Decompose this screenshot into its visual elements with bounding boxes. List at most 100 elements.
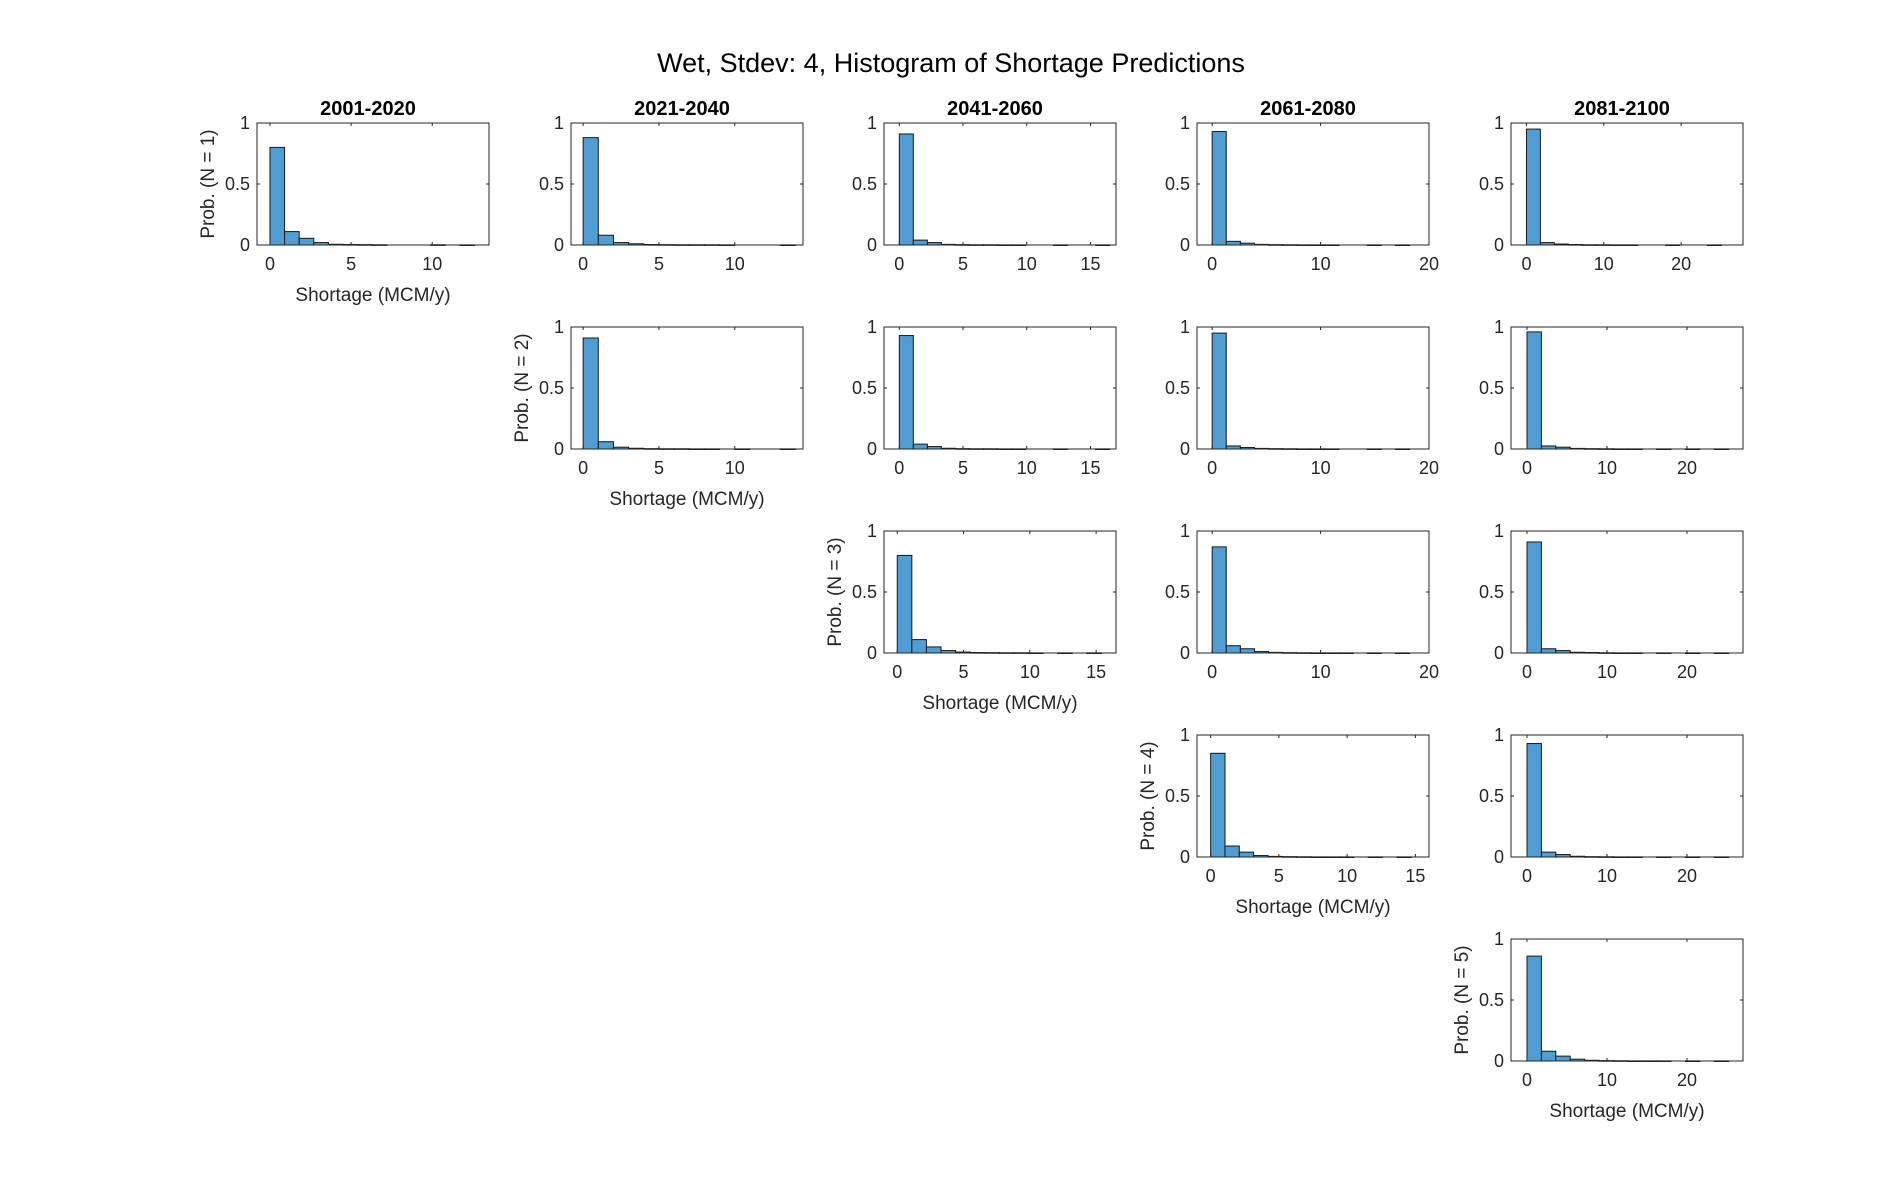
x-tick-label: 10: [1020, 662, 1040, 682]
histogram-panel-r3-c4: 0 10 20 0 0.5 1: [1165, 521, 1439, 682]
y-axis-label: Prob. (N = 1): [198, 129, 219, 238]
y-tick-label: 0.5: [1165, 378, 1190, 398]
histogram-bar: [1238, 851, 1255, 858]
y-axis-label: Prob. (N = 4): [1138, 741, 1159, 850]
histogram-bar: [1526, 955, 1542, 1062]
histogram-bar: [898, 133, 914, 246]
axes-frame: [1196, 122, 1430, 246]
y-tick-label: 0: [867, 643, 877, 663]
y-tick-label: 0: [1494, 847, 1504, 867]
figure-title: Wet, Stdev: 4, Histogram of Shortage Pre…: [657, 48, 1245, 78]
y-tick-label: 1: [1180, 725, 1190, 745]
x-tick-label: 20: [1419, 458, 1439, 478]
axes-frame: [883, 530, 1117, 654]
histogram-bar: [1225, 645, 1241, 654]
column-title-2001-2020: 2001-2020: [320, 98, 416, 120]
x-tick-label: 20: [1677, 458, 1697, 478]
y-tick-label: 1: [867, 317, 877, 337]
x-tick-label: 0: [1207, 458, 1217, 478]
x-axis-label: Shortage (MCM/y): [295, 285, 450, 306]
histogram-bar: [925, 646, 942, 654]
x-tick-label: 20: [1677, 1070, 1697, 1090]
column-title-2061-2080: 2061-2080: [1260, 98, 1356, 120]
axes-frame: [256, 122, 490, 246]
y-tick-label: 0.5: [539, 174, 564, 194]
histogram-bar: [1540, 648, 1557, 654]
histogram-panel-r5-c5: 0 10 20 0 0.5 1 Prob. (N = 5) Shortage (MCM/y): [1452, 929, 1744, 1122]
histogram-bar: [284, 231, 300, 246]
histogram-bar: [1526, 331, 1542, 450]
histogram-bar: [1211, 332, 1227, 450]
x-tick-label: 0: [1206, 866, 1216, 886]
y-tick-label: 0.5: [852, 378, 877, 398]
histogram-panel-r3-c5: 0 10 20 0 0.5 1: [1479, 521, 1744, 682]
histogram-bar: [597, 441, 614, 450]
x-tick-label: 0: [1522, 1070, 1532, 1090]
histogram-bar: [1525, 128, 1541, 246]
axes-frame: [883, 122, 1117, 246]
histogram-bar: [1210, 752, 1226, 858]
column-title-2081-2100: 2081-2100: [1574, 98, 1670, 120]
x-tick-label: 0: [578, 254, 588, 274]
histogram-panel-r1-c3: 0 5 10 15 0 0.5 1: [852, 113, 1117, 274]
y-tick-label: 0.5: [852, 582, 877, 602]
x-tick-label: 15: [1405, 866, 1425, 886]
histogram-panel-r3-c3: 0 5 10 15 0 0.5 1 Prob. (N = 3) Shortage (MCM/y): [825, 521, 1117, 714]
x-tick-label: 0: [265, 254, 275, 274]
x-tick-label: 10: [1017, 458, 1037, 478]
y-tick-label: 0: [1494, 1051, 1504, 1071]
axes-frame: [1510, 122, 1744, 246]
y-tick-label: 1: [1180, 317, 1190, 337]
y-tick-label: 1: [554, 113, 564, 133]
x-tick-label: 10: [1597, 866, 1617, 886]
column-title-2041-2060: 2041-2060: [947, 98, 1043, 120]
y-tick-label: 1: [1494, 317, 1504, 337]
y-axis-label: Prob. (N = 5): [1452, 945, 1473, 1054]
y-tick-label: 0.5: [1479, 378, 1504, 398]
y-tick-label: 1: [1494, 929, 1504, 949]
y-tick-label: 1: [1180, 521, 1190, 541]
histogram-panel-r1-c2: 0 5 10 0 0.5 1: [539, 113, 804, 274]
histogram-bar: [912, 443, 928, 450]
histogram-bar: [1239, 648, 1255, 654]
histogram-bar: [1211, 546, 1227, 654]
x-tick-label: 0: [578, 458, 588, 478]
y-tick-label: 1: [1494, 725, 1504, 745]
histogram-bar: [896, 554, 913, 654]
histogram-panel-r1-c4: 0 10 20 0 0.5 1: [1165, 113, 1439, 274]
x-tick-label: 20: [1677, 662, 1697, 682]
x-tick-label: 0: [894, 458, 904, 478]
histogram-panel-r1-c1: 0 5 10 0 0.5 1 Prob. (N = 1) Shortage (MCM/y): [198, 113, 490, 306]
y-axis-label: Prob. (N = 2): [512, 333, 533, 442]
y-tick-label: 0: [1494, 235, 1504, 255]
axes-frame: [1510, 938, 1744, 1062]
histogram-bar: [911, 639, 927, 654]
histogram-bar: [912, 239, 928, 246]
y-tick-label: 0.5: [225, 174, 250, 194]
x-tick-label: 15: [1080, 458, 1100, 478]
y-tick-label: 0.5: [852, 174, 877, 194]
histogram-bar: [1540, 1050, 1557, 1062]
y-axis-label: Prob. (N = 3): [825, 537, 846, 646]
y-tick-label: 0: [867, 235, 877, 255]
x-tick-label: 10: [1311, 254, 1331, 274]
x-tick-label: 0: [894, 254, 904, 274]
x-tick-label: 5: [958, 458, 968, 478]
axes-frame: [1196, 734, 1430, 858]
histogram-bar: [1211, 131, 1227, 246]
x-tick-label: 0: [1522, 662, 1532, 682]
histogram-bar: [1540, 851, 1557, 858]
x-tick-label: 20: [1419, 254, 1439, 274]
x-tick-label: 5: [958, 254, 968, 274]
x-tick-label: 0: [892, 662, 902, 682]
x-tick-label: 5: [654, 254, 664, 274]
x-tick-label: 10: [725, 458, 745, 478]
y-tick-label: 0.5: [1165, 786, 1190, 806]
x-tick-label: 5: [654, 458, 664, 478]
x-tick-label: 5: [346, 254, 356, 274]
y-tick-label: 0.5: [539, 378, 564, 398]
histogram-bar: [1555, 1055, 1571, 1062]
y-tick-label: 1: [1494, 521, 1504, 541]
x-tick-label: 5: [959, 662, 969, 682]
